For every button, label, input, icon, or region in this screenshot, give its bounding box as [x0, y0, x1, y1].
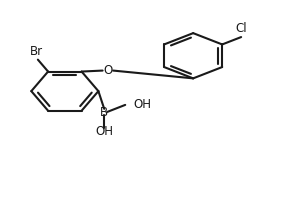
- Text: O: O: [103, 64, 113, 77]
- Text: B: B: [100, 106, 108, 119]
- Text: OH: OH: [95, 125, 113, 138]
- Text: Br: Br: [30, 45, 43, 58]
- Text: OH: OH: [133, 98, 151, 111]
- Text: Cl: Cl: [235, 22, 247, 35]
